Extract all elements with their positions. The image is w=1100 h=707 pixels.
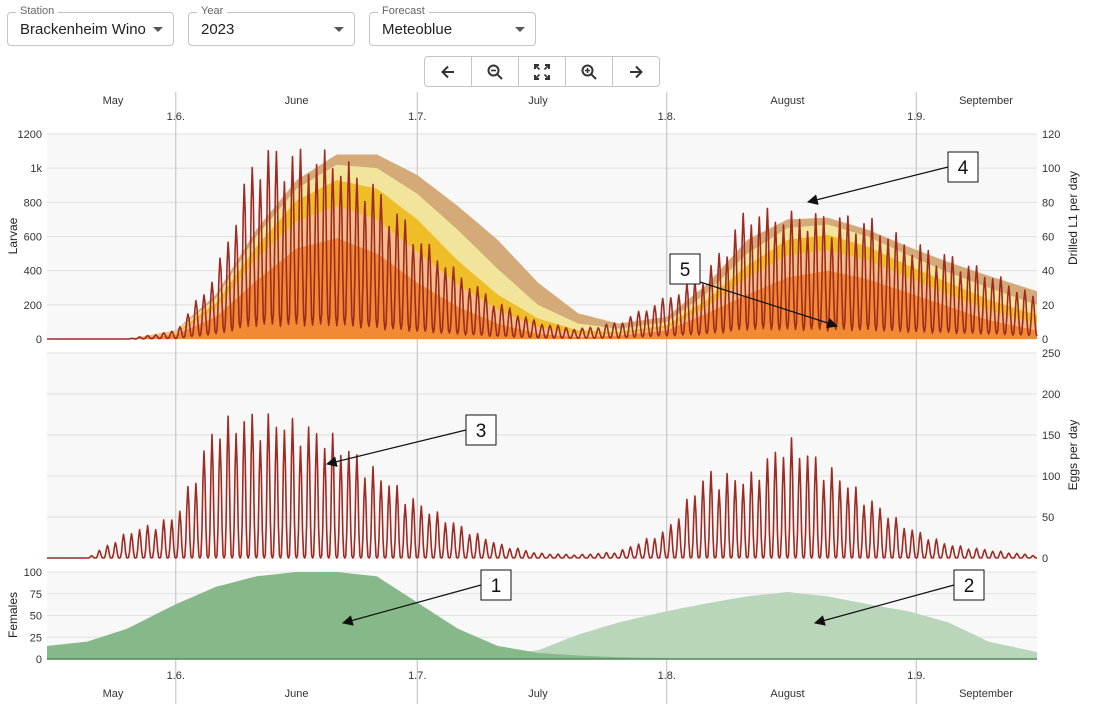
forecast-value: Meteoblue xyxy=(382,21,453,38)
date-label-bottom: 1.9. xyxy=(907,670,925,682)
year-value: 2023 xyxy=(201,21,235,38)
eggs-per-day-line xyxy=(47,413,1037,559)
annotation-label: 2 xyxy=(964,576,975,597)
annotation-arrow xyxy=(699,281,839,329)
drilled-tick-label: 40 xyxy=(1042,266,1054,278)
date-label-bottom: 1.8. xyxy=(658,670,676,682)
fit-screen-icon xyxy=(534,63,550,80)
larvae-tick-label: 600 xyxy=(24,232,42,244)
annotation-label: 5 xyxy=(680,260,691,281)
eggs-tick-label: 250 xyxy=(1042,348,1060,360)
forecast-label: Forecast xyxy=(378,5,429,17)
station-label: Station xyxy=(16,5,59,17)
date-label-top: 1.7. xyxy=(408,111,426,123)
females-axis-title: Females xyxy=(6,592,20,638)
drilled-tick-label: 20 xyxy=(1042,300,1054,312)
arrow-left-icon xyxy=(441,65,454,78)
station-select[interactable]: Station Brackenheim Wino xyxy=(7,5,174,46)
zoom-in-button[interactable] xyxy=(566,57,613,86)
drilled-tick-label: 120 xyxy=(1042,129,1060,141)
drilled-tick-label: 100 xyxy=(1042,163,1060,175)
annotation-arrow xyxy=(341,584,482,626)
zoom-out-icon xyxy=(487,64,503,80)
month-label-top: July xyxy=(528,95,548,107)
drilled-axis-title: Drilled L1 per day xyxy=(1066,171,1080,265)
month-label-bottom: May xyxy=(103,688,124,700)
eggs-tick-label: 200 xyxy=(1042,389,1060,401)
eggs-tick-label: 150 xyxy=(1042,430,1060,442)
annotation-arrow xyxy=(325,429,467,467)
larvae-tick-label: 400 xyxy=(24,266,42,278)
annotation-arrow xyxy=(806,166,949,205)
date-label-top: 1.8. xyxy=(658,111,676,123)
date-label-bottom: 1.7. xyxy=(408,670,426,682)
chevron-down-icon xyxy=(515,27,525,32)
year-select[interactable]: Year 2023 xyxy=(188,5,355,46)
month-label-bottom: June xyxy=(285,688,309,700)
drilled-tick-label: 80 xyxy=(1042,197,1054,209)
month-label-bottom: August xyxy=(770,688,804,700)
annotation-label: 3 xyxy=(476,421,487,442)
females-tick-label: 100 xyxy=(24,567,42,579)
pan-right-button[interactable] xyxy=(613,57,659,86)
eggs-tick-label: 100 xyxy=(1042,471,1060,483)
annotation-box xyxy=(480,569,512,601)
eggs-tick-label: 50 xyxy=(1042,512,1054,524)
eggs-axis-title: Eggs per day xyxy=(1066,420,1080,491)
females-tick-label: 75 xyxy=(30,589,42,601)
forecast-select[interactable]: Forecast Meteoblue xyxy=(369,5,536,46)
females-generation-1-area xyxy=(47,572,667,659)
annotation-label: 1 xyxy=(491,576,502,597)
month-label-bottom: July xyxy=(528,688,548,700)
month-label-bottom: September xyxy=(959,688,1013,700)
zoom-in-icon xyxy=(581,64,597,80)
year-label: Year xyxy=(197,5,228,17)
drilled-tick-label: 0 xyxy=(1042,334,1048,346)
annotation-box xyxy=(953,569,985,601)
arrow-right-icon xyxy=(630,65,643,78)
larvae-axis-title: Larvae xyxy=(6,217,20,254)
larvae-tick-label: 200 xyxy=(24,300,42,312)
drilled-l1-line xyxy=(47,148,1038,340)
fit-view-button[interactable] xyxy=(519,57,566,86)
station-value: Brackenheim Wino xyxy=(20,21,146,38)
zoom-out-button[interactable] xyxy=(472,57,519,86)
chevron-down-icon xyxy=(153,27,163,32)
annotation-box xyxy=(465,414,497,446)
females-generation-2-area xyxy=(497,592,1037,659)
month-label-top: June xyxy=(285,95,309,107)
month-label-top: August xyxy=(770,95,804,107)
larvae-tick-label: 1k xyxy=(30,163,42,175)
eggs-tick-label: 0 xyxy=(1042,553,1048,565)
females-tick-label: 50 xyxy=(30,611,42,623)
drilled-tick-label: 60 xyxy=(1042,232,1054,244)
chart-toolbar xyxy=(424,56,660,87)
pan-left-button[interactable] xyxy=(425,57,472,86)
annotation-label: 4 xyxy=(958,158,969,179)
larvae-tick-label: 1200 xyxy=(18,129,42,141)
females-tick-label: 25 xyxy=(30,632,42,644)
larvae-tick-label: 800 xyxy=(24,197,42,209)
females-tick-label: 0 xyxy=(36,654,42,666)
date-label-bottom: 1.6. xyxy=(167,670,185,682)
chevron-down-icon xyxy=(334,27,344,32)
annotation-arrow xyxy=(813,584,955,626)
month-label-top: May xyxy=(103,95,124,107)
annotation-box xyxy=(669,253,701,285)
larvae-tick-label: 0 xyxy=(36,334,42,346)
month-label-top: September xyxy=(959,95,1013,107)
annotation-box xyxy=(947,151,979,183)
date-label-top: 1.6. xyxy=(167,111,185,123)
date-label-top: 1.9. xyxy=(907,111,925,123)
